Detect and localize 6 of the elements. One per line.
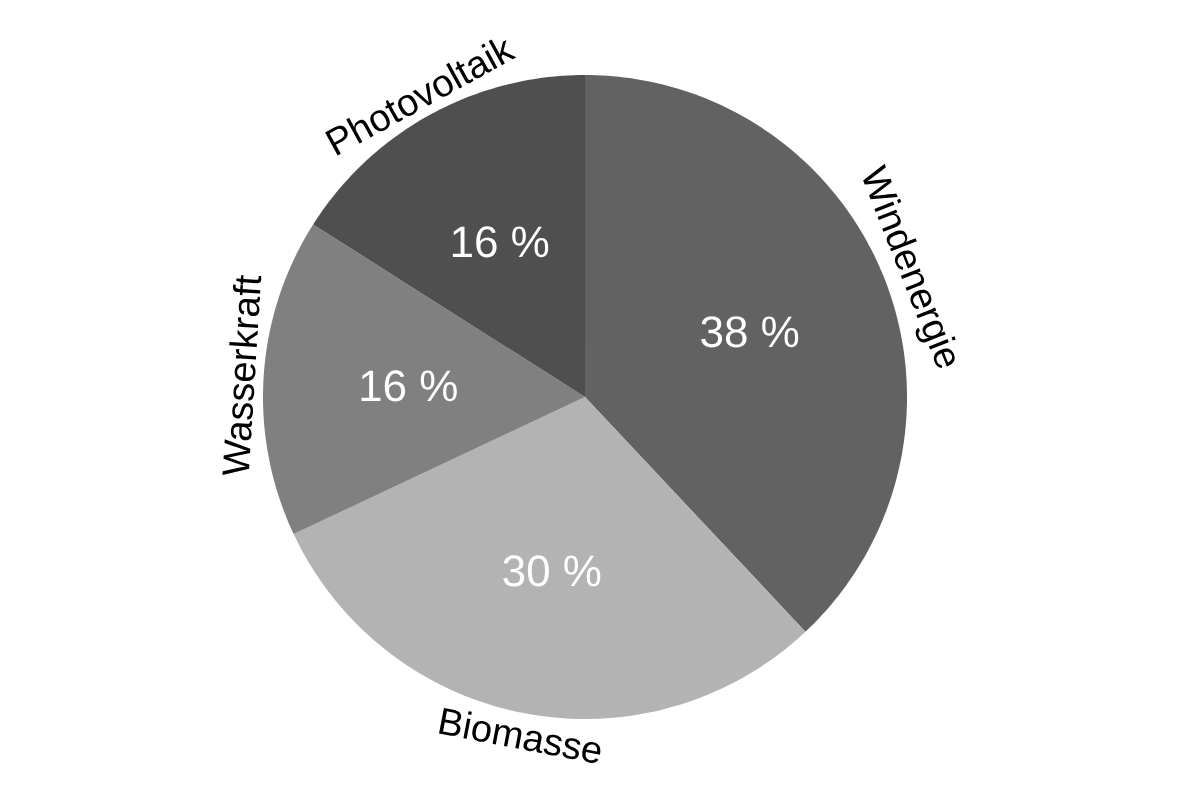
data-label: 30 % <box>503 555 601 587</box>
data-label: 16 % <box>361 370 457 402</box>
data-label: 38 % <box>701 316 799 348</box>
slice-label: Wasserkraft <box>222 275 262 475</box>
data-label: 16 % <box>452 226 549 258</box>
slice-label: Biomasse <box>439 707 601 763</box>
